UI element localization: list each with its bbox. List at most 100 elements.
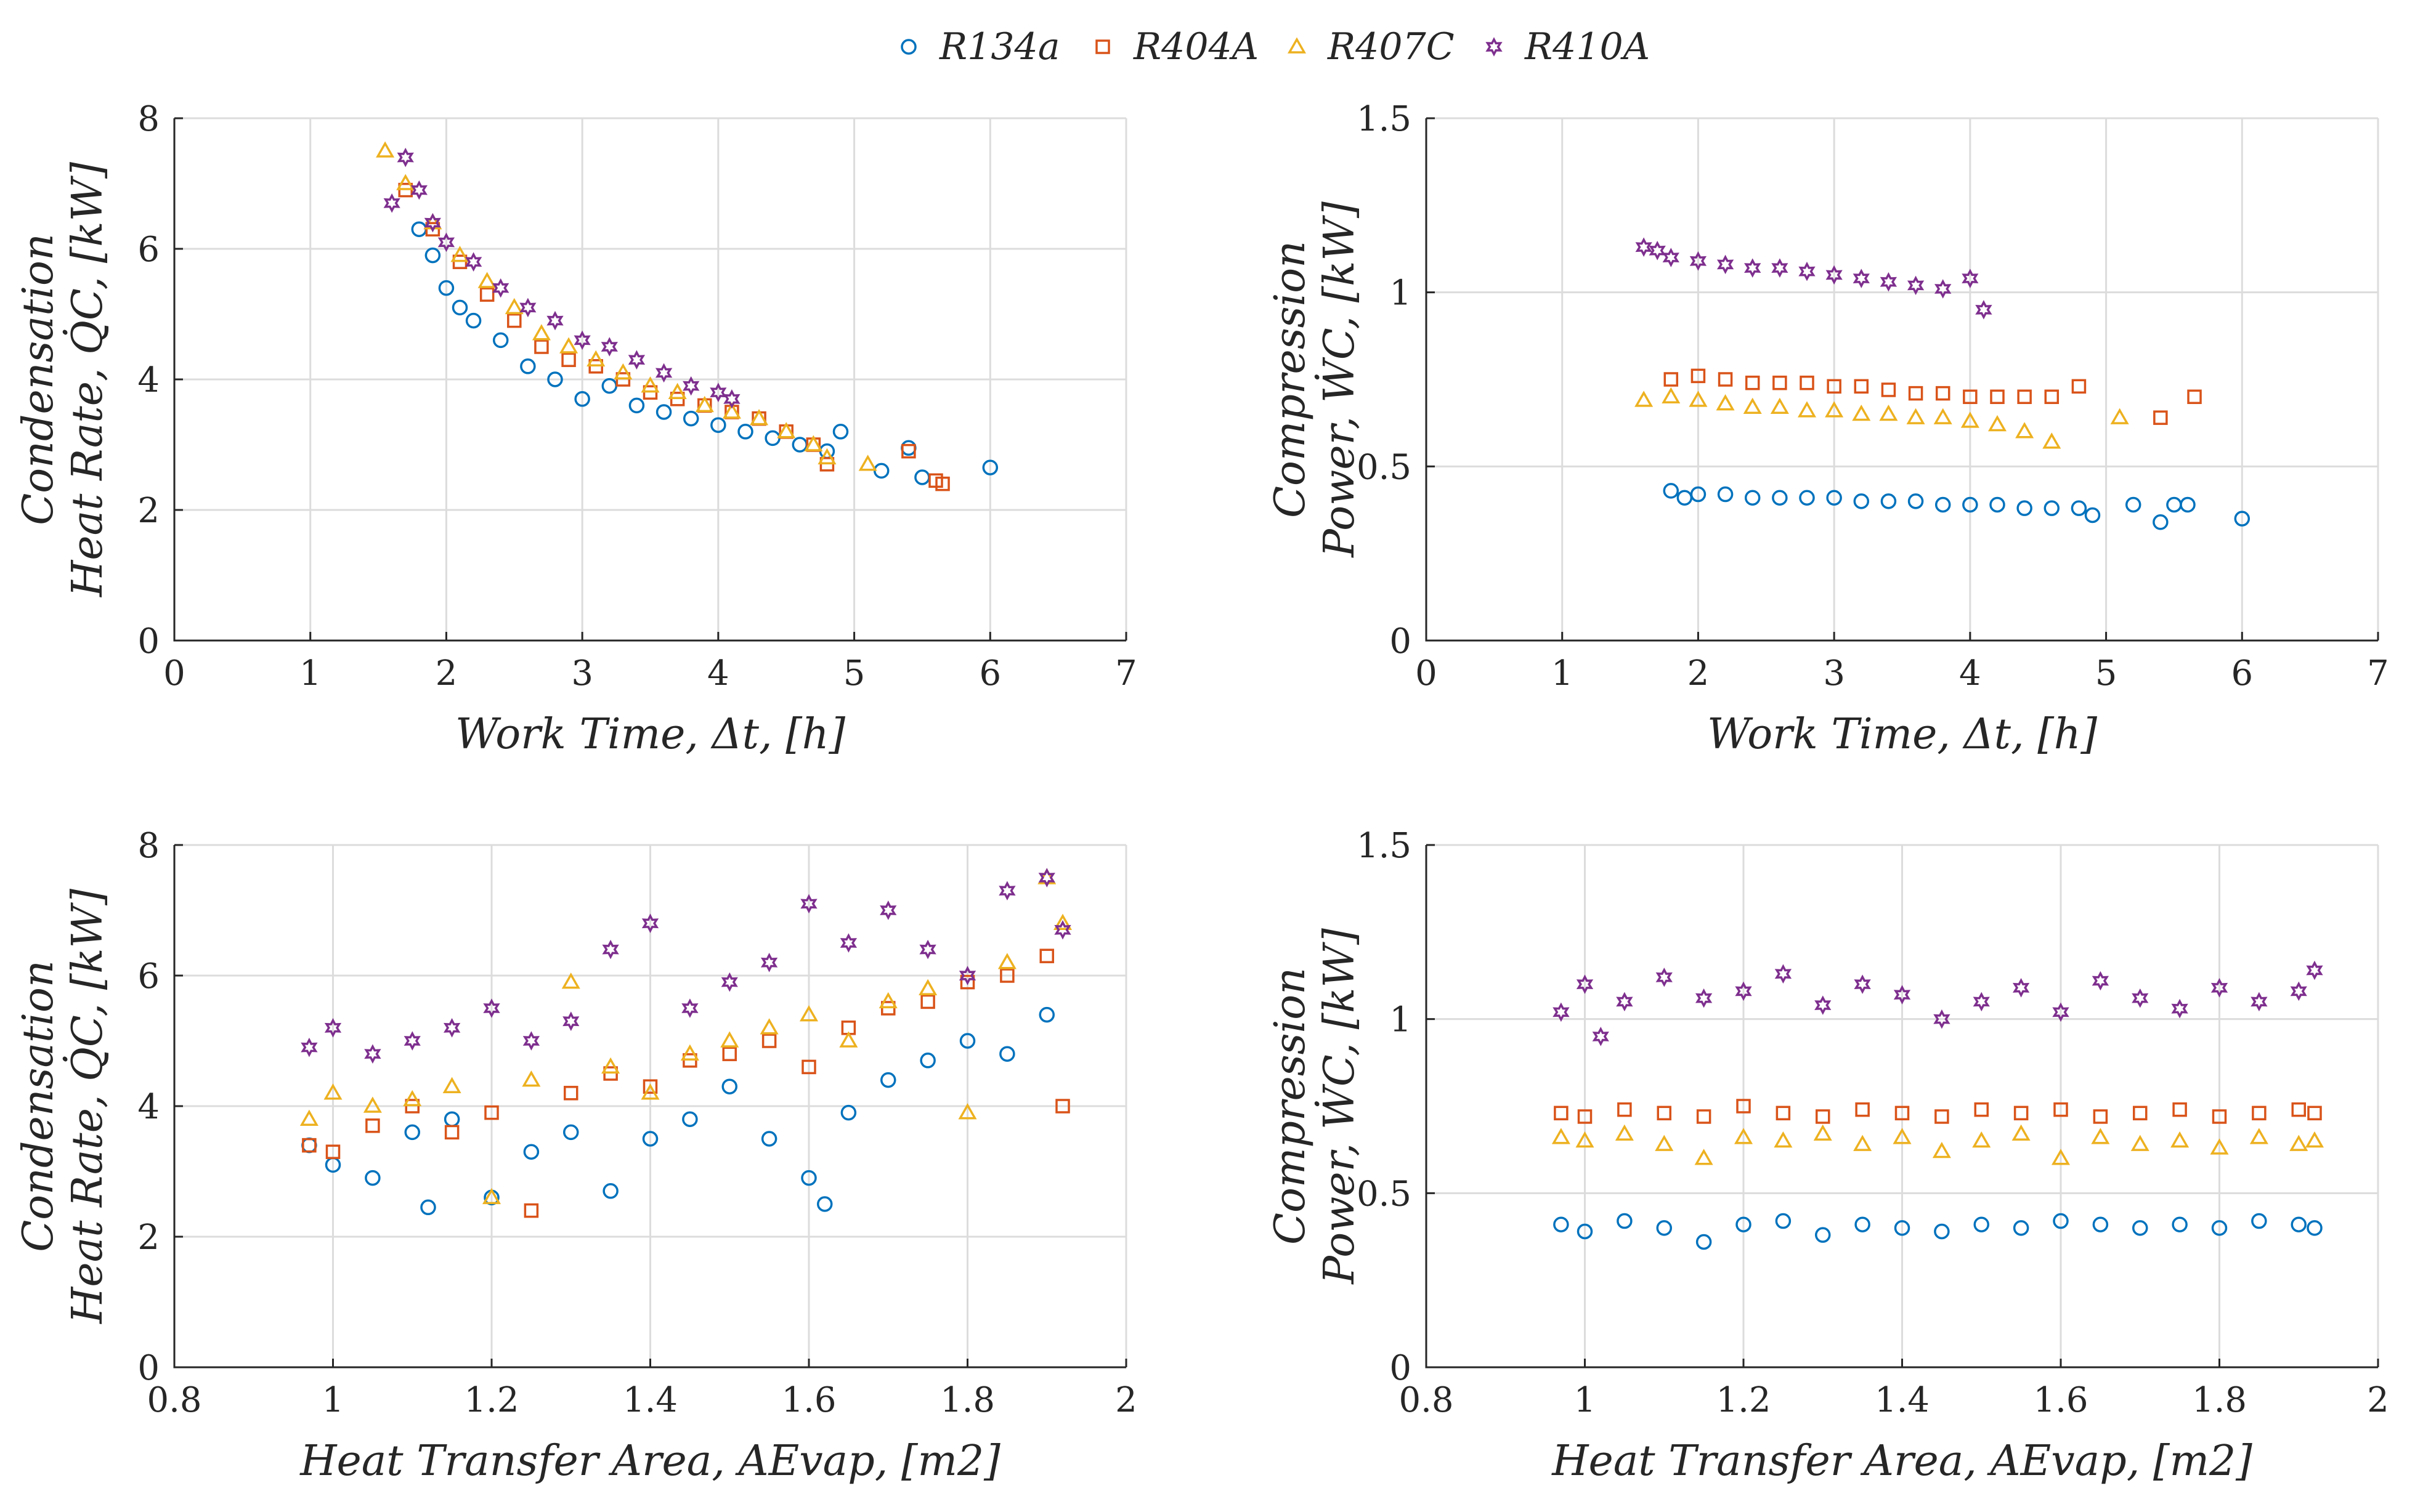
data-point-r407c <box>879 992 898 1009</box>
data-point-r404a <box>1055 1099 1070 1114</box>
data-point-r410a <box>324 1018 342 1038</box>
data-point-r134a <box>761 1131 777 1147</box>
data-point-r410a <box>1576 974 1594 994</box>
data-point-r410a <box>1893 985 1911 1005</box>
data-point-r410a <box>1716 254 1734 275</box>
data-point-r407c <box>2110 408 2129 424</box>
data-point-r407c <box>668 382 687 399</box>
data-point-r410a <box>2210 978 2228 998</box>
series-r407c <box>1551 1124 2324 1165</box>
data-point-r134a <box>1577 1223 1593 1240</box>
y-tick-label: 0 <box>1389 621 1411 661</box>
x-tick-label: 1.6 <box>781 1380 836 1420</box>
data-point-r134a <box>1735 1216 1751 1232</box>
data-point-r410a <box>2306 960 2323 980</box>
data-point-r404a <box>2017 389 2032 405</box>
data-point-r410a <box>2132 988 2149 1008</box>
data-point-r134a <box>1934 1223 1950 1240</box>
data-point-r404a <box>1854 379 1869 394</box>
data-point-r407c <box>323 1083 343 1100</box>
data-point-r410a <box>1771 258 1788 278</box>
data-point-r404a <box>325 1144 341 1159</box>
data-point-r134a <box>656 404 672 420</box>
legend-label: R410A <box>1524 25 1650 68</box>
data-point-r407c <box>760 1018 779 1035</box>
data-point-r134a <box>1815 1227 1831 1243</box>
series-r404a <box>1554 1099 2322 1124</box>
data-point-r407c <box>586 350 606 366</box>
data-point-r134a <box>817 1196 833 1212</box>
data-point-r407c <box>1960 411 1979 428</box>
y-tick-label: 1.5 <box>1357 826 1411 866</box>
data-point-r407c <box>1813 1124 1832 1141</box>
data-point-r407c <box>522 1070 541 1087</box>
x-tick-label: 0 <box>163 653 185 693</box>
data-point-r134a <box>1853 493 1870 509</box>
data-point-r407c <box>818 448 837 464</box>
data-point-r407c <box>376 141 395 158</box>
data-point-r407c <box>680 1044 699 1061</box>
x-tick-label: 3 <box>571 653 593 693</box>
data-point-r134a <box>2016 500 2032 516</box>
data-point-r404a <box>365 1118 380 1133</box>
x-tick-label: 1.4 <box>623 1380 678 1420</box>
data-point-r410a <box>1655 968 1673 987</box>
data-point-r410a <box>492 278 509 298</box>
data-point-r407c <box>505 297 524 315</box>
data-point-r410a <box>562 1011 580 1032</box>
data-point-r134a <box>1690 486 1707 503</box>
data-point-r410a <box>2171 998 2188 1019</box>
legend-marker-r134a <box>901 39 917 55</box>
series-r410a <box>301 868 1071 1064</box>
x-axis-title: Work Time, Δt, [h] <box>455 710 846 759</box>
data-point-r404a <box>302 1138 317 1153</box>
data-point-r134a <box>2291 1216 2307 1232</box>
y-tick-label: 4 <box>137 360 160 400</box>
series-r410a <box>383 147 741 409</box>
data-point-r404a <box>2053 1102 2068 1117</box>
data-point-r134a <box>1894 1220 1910 1236</box>
y-axis-title-line2: Heat Rate, Q̇C, [kW] <box>63 889 112 1325</box>
data-point-r410a <box>383 193 400 213</box>
data-point-r134a <box>1989 496 2005 513</box>
data-point-r410a <box>1552 1002 1570 1022</box>
data-point-r134a <box>2092 1216 2109 1232</box>
y-tick-label: 0.5 <box>1357 1174 1411 1214</box>
x-tick-label: 5 <box>2095 653 2117 693</box>
x-tick-label: 5 <box>843 653 866 693</box>
data-point-r134a <box>999 1046 1015 1062</box>
data-point-r404a <box>1963 389 1978 405</box>
data-point-r407c <box>2305 1131 2324 1148</box>
data-point-r404a <box>1696 1109 1711 1124</box>
data-point-r410a <box>404 1031 421 1051</box>
data-point-r134a <box>1695 1234 1712 1250</box>
data-point-r404a <box>1827 379 1841 394</box>
x-axis-title: Work Time, Δt, [h] <box>1707 710 2098 759</box>
data-point-r404a <box>935 476 950 491</box>
data-point-r410a <box>443 1018 461 1038</box>
data-point-r407c <box>482 1187 501 1205</box>
data-point-r404a <box>1990 389 2005 405</box>
data-point-r404a <box>2187 389 2202 405</box>
y-tick-label: 0 <box>137 1348 160 1388</box>
y-tick-label: 6 <box>137 230 160 270</box>
data-point-r407c <box>1655 1134 1674 1151</box>
data-point-r404a <box>1908 386 1923 401</box>
legend-marker-r410a <box>1485 37 1503 57</box>
data-point-r134a <box>2211 1220 2228 1236</box>
data-point-r134a <box>438 280 455 296</box>
data-point-r407c <box>299 1109 319 1126</box>
data-point-r134a <box>801 1170 817 1186</box>
data-point-r134a <box>628 397 645 414</box>
data-point-r407c <box>1634 390 1654 407</box>
data-point-r404a <box>1690 368 1706 384</box>
data-point-r404a <box>960 974 975 990</box>
data-point-r134a <box>2132 1220 2148 1236</box>
data-point-r404a <box>2172 1102 2187 1117</box>
x-tick-label: 4 <box>707 653 729 693</box>
x-tick-label: 1.2 <box>464 1380 519 1420</box>
chart-panel-wc_vs_time: 0 1 2 3 4 5 6 7 0 0.5 1 1.5 Work Time, Δt, [h] Compre… <box>1266 99 2389 759</box>
data-point-r134a <box>1854 1216 1870 1232</box>
data-point-r407c <box>1689 390 1708 407</box>
data-point-r407c <box>532 324 551 341</box>
